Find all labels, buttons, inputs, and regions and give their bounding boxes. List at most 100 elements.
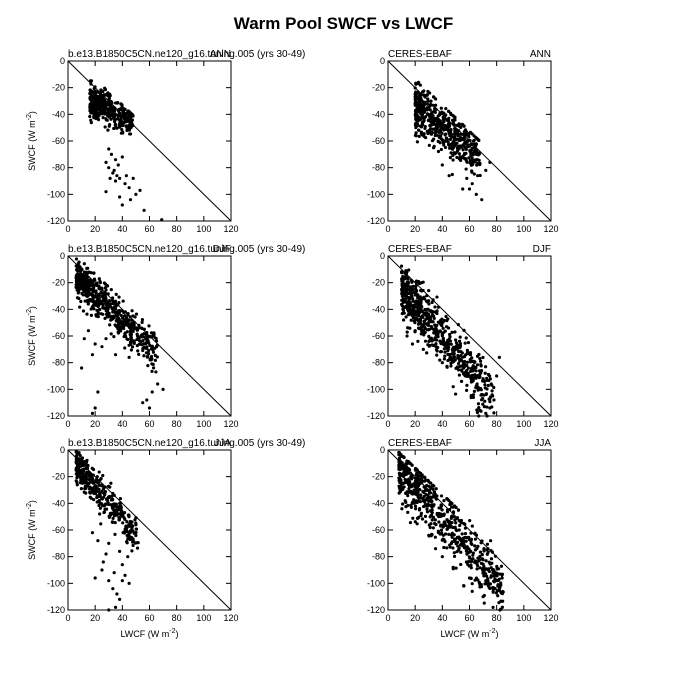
data-point (146, 364, 150, 368)
data-point (423, 331, 427, 335)
data-point (427, 339, 431, 343)
data-point (106, 501, 110, 505)
data-point (457, 528, 461, 532)
data-point (414, 493, 419, 497)
data-point (80, 459, 84, 463)
data-point (125, 330, 129, 334)
data-point (491, 590, 495, 594)
one-to-one-line (67, 255, 232, 417)
data-point (412, 290, 416, 294)
data-point (98, 506, 102, 510)
data-point (129, 332, 134, 337)
x-axis-label: LWCF (W m-2) (120, 628, 178, 639)
data-point (490, 393, 494, 397)
data-point (113, 605, 118, 609)
data-point (470, 582, 474, 586)
data-point (424, 135, 428, 140)
data-point (76, 291, 80, 295)
data-point (91, 288, 95, 293)
data-point (85, 458, 89, 462)
data-point (98, 512, 102, 516)
data-point (94, 485, 98, 489)
data-point (490, 389, 494, 393)
y-tick-label: -100 (367, 189, 385, 199)
data-point (91, 294, 95, 298)
data-point (83, 290, 87, 294)
data-point (432, 127, 436, 131)
data-point (96, 314, 100, 319)
panel-left-label: b.e13.B1850C5CN.ne120_g16.tuning.005 (yr… (68, 438, 305, 449)
data-point (453, 330, 457, 334)
data-point (108, 511, 112, 516)
data-point (139, 340, 143, 344)
data-point (406, 295, 410, 300)
data-point (146, 339, 150, 343)
data-point (110, 505, 114, 509)
data-point (495, 564, 499, 569)
data-point (82, 462, 86, 467)
data-point (109, 152, 114, 156)
data-point (120, 563, 124, 567)
data-point (441, 337, 445, 341)
data-point (79, 469, 83, 473)
data-point (439, 147, 443, 152)
data-point (450, 531, 454, 535)
panel-right-label: ANN (210, 49, 231, 60)
data-point (446, 358, 450, 363)
data-point (125, 128, 129, 132)
data-point (117, 320, 121, 325)
data-point (469, 566, 473, 570)
data-point (133, 541, 138, 545)
x-tick-label: 120 (223, 224, 238, 234)
data-point (423, 308, 427, 312)
y-tick-label: 0 (60, 56, 65, 66)
data-point (477, 406, 481, 410)
y-tick-label: -120 (47, 605, 65, 615)
data-point (81, 287, 85, 292)
data-point (485, 387, 489, 391)
data-point (134, 523, 138, 527)
data-point (442, 357, 446, 361)
data-point (108, 123, 112, 127)
x-tick-label: 20 (410, 419, 420, 429)
data-point (417, 515, 421, 520)
data-point (112, 511, 116, 515)
data-point (120, 131, 125, 135)
data-point (465, 363, 469, 367)
data-point (127, 355, 131, 359)
data-point (410, 342, 415, 346)
data-point (452, 551, 456, 555)
data-point (104, 282, 108, 286)
data-point (126, 337, 130, 342)
data-point (85, 312, 89, 316)
data-point (418, 103, 423, 107)
data-point (87, 292, 91, 296)
data-point (424, 313, 428, 318)
data-point (442, 127, 446, 131)
data-point (131, 176, 135, 180)
data-point (81, 475, 85, 479)
data-point (118, 497, 123, 501)
data-point (430, 518, 434, 522)
data-point (85, 480, 89, 485)
data-point (460, 532, 464, 536)
data-point (492, 385, 496, 390)
data-point (464, 167, 468, 171)
data-point (432, 503, 436, 507)
data-point (123, 573, 127, 577)
x-tick-label: 120 (223, 613, 238, 623)
data-point (426, 498, 430, 502)
data-point (400, 292, 404, 296)
data-point (450, 514, 454, 518)
x-tick-label: 0 (65, 224, 70, 234)
data-point (472, 172, 476, 176)
data-point (404, 480, 408, 485)
data-point (142, 354, 146, 358)
data-point (418, 100, 422, 104)
data-point (427, 334, 431, 338)
data-point (131, 537, 135, 541)
data-point (93, 406, 97, 410)
data-point (125, 541, 129, 545)
data-point (416, 339, 420, 343)
data-point (409, 505, 413, 510)
